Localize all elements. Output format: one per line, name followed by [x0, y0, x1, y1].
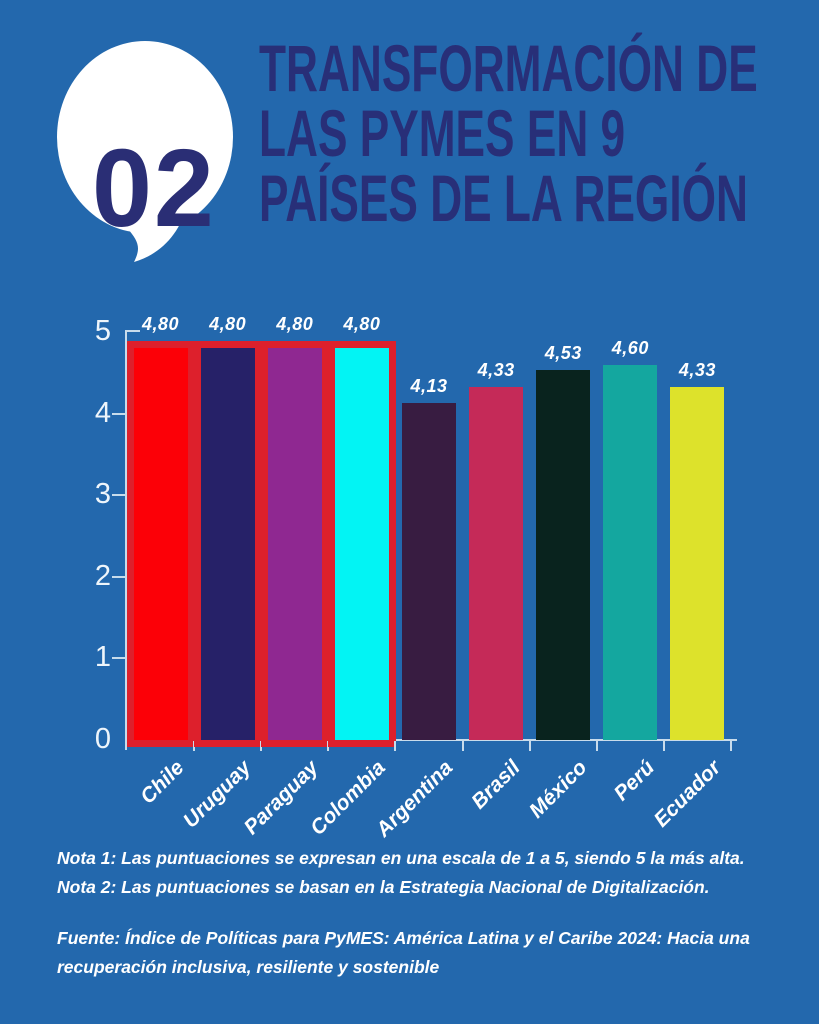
title-line-3: PAÍSES DE LA REGIÓN: [259, 161, 748, 235]
bar-argentina: [402, 403, 456, 740]
note-1: Nota 1: Las puntuaciones se expresan en …: [57, 848, 745, 868]
bar-colombia: [327, 341, 396, 747]
bar-ecuador: [670, 386, 725, 740]
bar-value-label: 4,80: [276, 314, 314, 335]
bar-value-label: 4,80: [209, 314, 247, 335]
bar-value-label: 4,80: [343, 314, 381, 335]
bar-value-label: 4,53: [544, 343, 582, 364]
y-axis-tick: [112, 575, 125, 578]
bar-value-label: 4,33: [678, 359, 716, 380]
title-line-2: LAS PYMES EN 9: [259, 96, 626, 170]
bar-value-label: 4,60: [611, 337, 649, 358]
source-note: Fuente: Índice de Políticas para PyMES: …: [57, 928, 750, 977]
y-axis-line: [125, 330, 127, 750]
y-axis-tick-label: 0: [94, 723, 111, 755]
x-axis-tick: [528, 741, 531, 751]
x-axis-label: Chile: [136, 756, 189, 809]
x-axis-label: Ecuador: [650, 756, 726, 832]
bar-paraguay: [260, 341, 329, 747]
x-axis-label: Brasil: [466, 756, 525, 814]
bar-perú: [603, 364, 658, 740]
note-2: Nota 2: Las puntuaciones se basan en la …: [57, 877, 710, 897]
y-axis-tick-label: 5: [94, 315, 111, 347]
y-axis-tick: [112, 494, 125, 497]
x-axis-label: Perú: [609, 756, 659, 806]
bar-value-label: 4,33: [477, 359, 515, 380]
section-number: 02: [92, 127, 216, 250]
bar-chile: [126, 341, 195, 747]
y-axis-tick: [112, 412, 125, 415]
y-axis-top-tick: [127, 330, 140, 332]
bar-chart: Chile Uruguay Paraguay Colombia Argentina Bra…: [95, 314, 737, 842]
x-axis-line: [125, 739, 737, 741]
bar-value-label: 4,13: [410, 376, 448, 396]
page-title: TRANSFORMACIÓN DE LAS PYMES EN 9 PAÍSES …: [259, 31, 819, 235]
bar-uruguay: [193, 341, 262, 747]
section-badge: 02: [56, 40, 238, 268]
speech-bubble-icon: [57, 41, 233, 262]
bar-méxico: [536, 370, 591, 740]
bar-value-label: 4,80: [142, 314, 180, 335]
x-axis-tick: [394, 741, 397, 751]
y-axis-tick-label: 2: [94, 559, 111, 592]
x-axis-labels: Chile Uruguay Paraguay Colombia Argentina Bra…: [127, 740, 731, 850]
x-axis-tick: [595, 741, 598, 751]
bar-brasil: [469, 386, 524, 740]
footnotes: Nota 1: Las puntuaciones se expresan en …: [57, 844, 777, 982]
y-axis-tick: [112, 657, 125, 660]
x-axis-label: México: [524, 756, 592, 823]
y-axis-tick-label: 3: [94, 478, 111, 511]
y-axis-tick-label: 1: [94, 641, 111, 674]
x-axis-tick: [662, 741, 665, 751]
title-line-1: TRANSFORMACIÓN DE: [259, 31, 758, 105]
x-axis-tick: [730, 741, 732, 751]
y-axis-tick-label: 4: [94, 396, 111, 429]
x-axis-tick: [461, 741, 464, 751]
